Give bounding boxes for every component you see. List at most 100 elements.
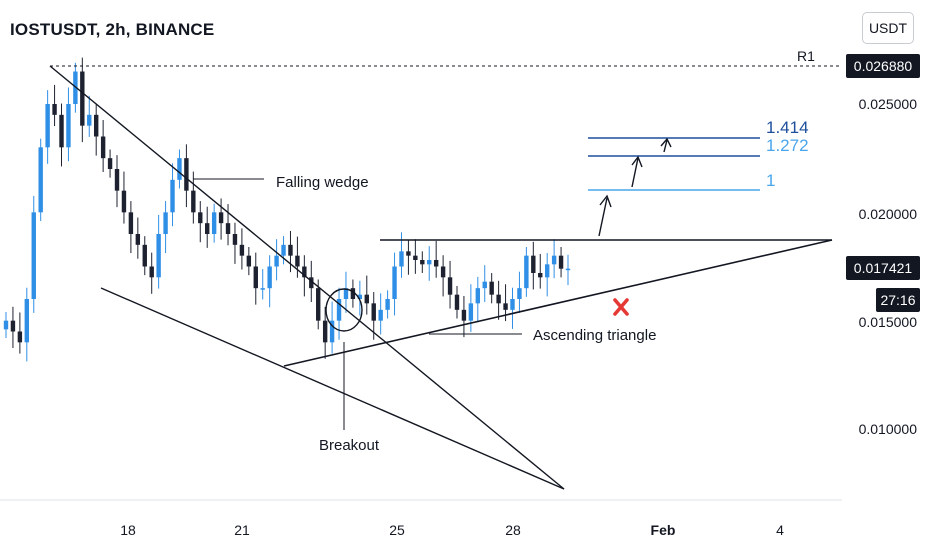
candle-body bbox=[406, 251, 411, 256]
ascending-triangle-bottom-line[interactable] bbox=[283, 239, 833, 367]
candle-body bbox=[100, 136, 106, 159]
candle-body bbox=[170, 179, 175, 213]
currency-button[interactable]: USDT bbox=[862, 12, 914, 44]
candle-body bbox=[260, 288, 265, 290]
candle-body bbox=[378, 309, 383, 321]
candle-body bbox=[420, 260, 425, 265]
candle-body bbox=[66, 104, 71, 148]
symbol-title: IOSTUSDT, 2h, BINANCE bbox=[10, 20, 215, 39]
candle-body bbox=[503, 303, 508, 310]
projection-arrows bbox=[598, 137, 672, 237]
candle-body bbox=[461, 309, 467, 321]
resistance-price-text: 0.026880 bbox=[854, 58, 913, 74]
candle-body bbox=[253, 266, 258, 289]
candle-body bbox=[427, 260, 432, 265]
candle-body bbox=[433, 260, 439, 267]
fib-label-1-414: 1.414 bbox=[766, 118, 809, 137]
x-tick-25: 25 bbox=[389, 522, 405, 538]
candle-body bbox=[302, 266, 307, 278]
breakout-label: Breakout bbox=[319, 437, 380, 454]
breakout-circle[interactable] bbox=[325, 288, 363, 332]
candle-body bbox=[121, 190, 127, 213]
fib-label-1: 1 bbox=[766, 171, 775, 190]
arrow-up-1-head bbox=[599, 194, 612, 208]
candle-body bbox=[267, 266, 272, 289]
candle-body bbox=[392, 266, 397, 299]
candle-body bbox=[218, 212, 224, 224]
candle-body bbox=[163, 212, 168, 234]
x-tick-4: 4 bbox=[776, 522, 784, 538]
candle-body bbox=[357, 294, 363, 299]
candle-body bbox=[156, 234, 161, 278]
invalidation-cross-icon bbox=[613, 298, 629, 316]
candle-body bbox=[517, 288, 522, 299]
candle-body bbox=[447, 277, 453, 295]
last-price-text: 0.017421 bbox=[854, 260, 913, 276]
candle-body bbox=[177, 158, 182, 180]
candle-body bbox=[24, 299, 30, 343]
candle-body bbox=[454, 294, 460, 310]
candle-body bbox=[329, 320, 335, 343]
countdown-text: 27:16 bbox=[880, 292, 915, 308]
candle-body bbox=[565, 268, 571, 271]
candle-body bbox=[281, 244, 286, 256]
y-tick-0-025: 0.025000 bbox=[859, 96, 918, 112]
candle-body bbox=[128, 212, 134, 234]
candle-body bbox=[558, 255, 564, 269]
candle-body bbox=[496, 294, 501, 304]
candle-body bbox=[385, 299, 390, 310]
candle-body bbox=[3, 320, 9, 330]
candle-body bbox=[288, 244, 293, 256]
candle-body bbox=[87, 114, 92, 126]
candle-body bbox=[198, 212, 203, 224]
candle-body bbox=[93, 114, 99, 137]
candle-body bbox=[45, 104, 50, 148]
fib-label-1-272: 1.272 bbox=[766, 136, 809, 155]
candle-body bbox=[184, 158, 189, 191]
candle-body bbox=[531, 255, 536, 273]
candle-body bbox=[371, 303, 376, 321]
candle-body bbox=[114, 169, 120, 191]
candle-body bbox=[538, 273, 543, 278]
candle-body bbox=[510, 299, 515, 310]
candle-body bbox=[142, 244, 147, 267]
candle-body bbox=[475, 288, 481, 304]
candle-body bbox=[544, 264, 550, 278]
x-tick-21: 21 bbox=[234, 522, 250, 538]
candle-body bbox=[149, 266, 154, 278]
candle-body bbox=[322, 320, 328, 343]
candle-body bbox=[309, 277, 314, 289]
candle-body bbox=[350, 288, 356, 299]
countdown-badge bbox=[876, 288, 920, 312]
candle-body bbox=[489, 281, 494, 295]
candle-body bbox=[191, 190, 196, 213]
falling-wedge-label: Falling wedge bbox=[276, 174, 369, 191]
candle-body bbox=[274, 255, 279, 267]
candle-body bbox=[295, 255, 300, 267]
resistance-label: R1 bbox=[797, 48, 815, 64]
candle-body bbox=[316, 288, 321, 321]
candle-body bbox=[211, 212, 217, 234]
y-tick-0-010: 0.010000 bbox=[859, 421, 918, 437]
arrow-up-1 bbox=[598, 197, 608, 237]
candle-body bbox=[31, 212, 36, 299]
x-tick-18: 18 bbox=[120, 522, 136, 538]
candle-body bbox=[399, 251, 404, 267]
candle-body bbox=[17, 331, 23, 343]
candle-body bbox=[482, 281, 487, 289]
falling-wedge-lower-line[interactable] bbox=[100, 287, 565, 490]
candle-body bbox=[413, 255, 418, 260]
candlestick-series bbox=[3, 57, 571, 362]
candle-body bbox=[135, 234, 141, 245]
candle-body bbox=[59, 114, 64, 148]
y-tick-0-020: 0.020000 bbox=[859, 206, 918, 222]
candle-body bbox=[205, 223, 210, 234]
candle-body bbox=[551, 255, 557, 265]
candle-body bbox=[38, 147, 43, 213]
falling-wedge-upper-line[interactable] bbox=[49, 65, 565, 490]
last-price-badge bbox=[846, 256, 920, 280]
candle-body bbox=[336, 299, 342, 321]
candle-body bbox=[232, 234, 238, 245]
